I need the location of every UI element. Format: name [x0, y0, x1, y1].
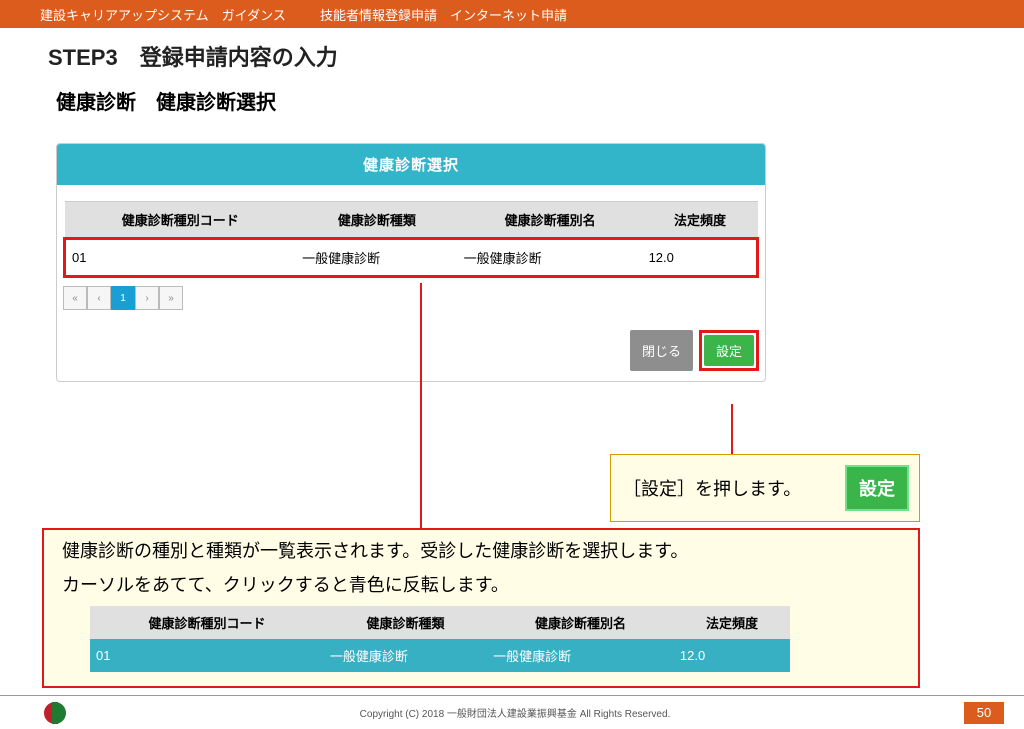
logo-icon: [44, 702, 66, 724]
dialog-header: 健康診断選択: [57, 144, 765, 185]
cell2-code: 01: [90, 639, 324, 672]
example-table: 健康診断種別コード 健康診断種類 健康診断種別名 法定頻度 01 一般健康診断 …: [90, 606, 790, 672]
th-kind: 健康診断種類: [296, 202, 458, 239]
page-number: 50: [964, 702, 1004, 724]
th2-kind: 健康診断種類: [324, 606, 487, 639]
pager: « ‹ 1 › »: [63, 286, 759, 310]
cell-name: 一般健康診断: [458, 239, 643, 277]
footer: Copyright (C) 2018 一般財団法人建設業振興基金 All Rig…: [0, 695, 1024, 729]
close-button[interactable]: 閉じる: [630, 330, 693, 371]
pager-last[interactable]: »: [159, 286, 183, 310]
example-row-selected[interactable]: 01 一般健康診断 一般健康診断 12.0: [90, 639, 790, 672]
th2-freq: 法定頻度: [674, 606, 790, 639]
th-name: 健康診断種別名: [458, 202, 643, 239]
cell2-freq: 12.0: [674, 639, 790, 672]
selection-table: 健康診断種別コード 健康診断種類 健康診断種別名 法定頻度 01 一般健康診断 …: [63, 201, 759, 278]
cell-kind: 一般健康診断: [296, 239, 458, 277]
dialog-actions: 閉じる 設定: [57, 322, 765, 381]
topbar-right-title: 技能者情報登録申請 インターネット申請: [310, 5, 567, 24]
pager-prev[interactable]: ‹: [87, 286, 111, 310]
set-button-highlight: 設定: [699, 330, 759, 371]
th-code: 健康診断種別コード: [65, 202, 297, 239]
callout-main: 健康診断の種別と種類が一覧表示されます。受診した健康診断を選択します。 カーソル…: [42, 528, 920, 688]
topbar-left-title: 建設キャリアアップシステム ガイダンス: [0, 5, 310, 24]
th2-code: 健康診断種別コード: [90, 606, 324, 639]
cell-code: 01: [65, 239, 297, 277]
callout-set-text: ［設定］を押します。: [623, 475, 801, 501]
callout-line-2: [731, 404, 733, 454]
callout-main-line1: 健康診断の種別と種類が一覧表示されます。受診した健康診断を選択します。: [62, 538, 900, 564]
th2-name: 健康診断種別名: [487, 606, 674, 639]
set-button[interactable]: 設定: [704, 335, 754, 366]
top-bar: 建設キャリアアップシステム ガイダンス 技能者情報登録申請 インターネット申請: [0, 0, 1024, 28]
callout-main-line2: カーソルをあてて、クリックすると青色に反転します。: [62, 572, 900, 598]
callout-line-1: [420, 283, 422, 528]
cell2-name: 一般健康診断: [487, 639, 674, 672]
step-subtitle: 健康診断 健康診断選択: [56, 86, 986, 115]
copyright-text: Copyright (C) 2018 一般財団法人建設業振興基金 All Rig…: [66, 705, 964, 720]
set-button-image: 設定: [845, 465, 909, 511]
pager-next[interactable]: ›: [135, 286, 159, 310]
cell-freq: 12.0: [643, 239, 758, 277]
table-row[interactable]: 01 一般健康診断 一般健康診断 12.0: [65, 239, 758, 277]
step-title: STEP3 登録申請内容の入力: [48, 40, 986, 72]
pager-first[interactable]: «: [63, 286, 87, 310]
pager-page-1[interactable]: 1: [111, 286, 135, 310]
th-freq: 法定頻度: [643, 202, 758, 239]
dialog-panel: 健康診断選択 健康診断種別コード 健康診断種類 健康診断種別名 法定頻度 01 …: [56, 143, 766, 382]
cell2-kind: 一般健康診断: [324, 639, 487, 672]
callout-press-set: ［設定］を押します。 設定: [610, 454, 920, 522]
